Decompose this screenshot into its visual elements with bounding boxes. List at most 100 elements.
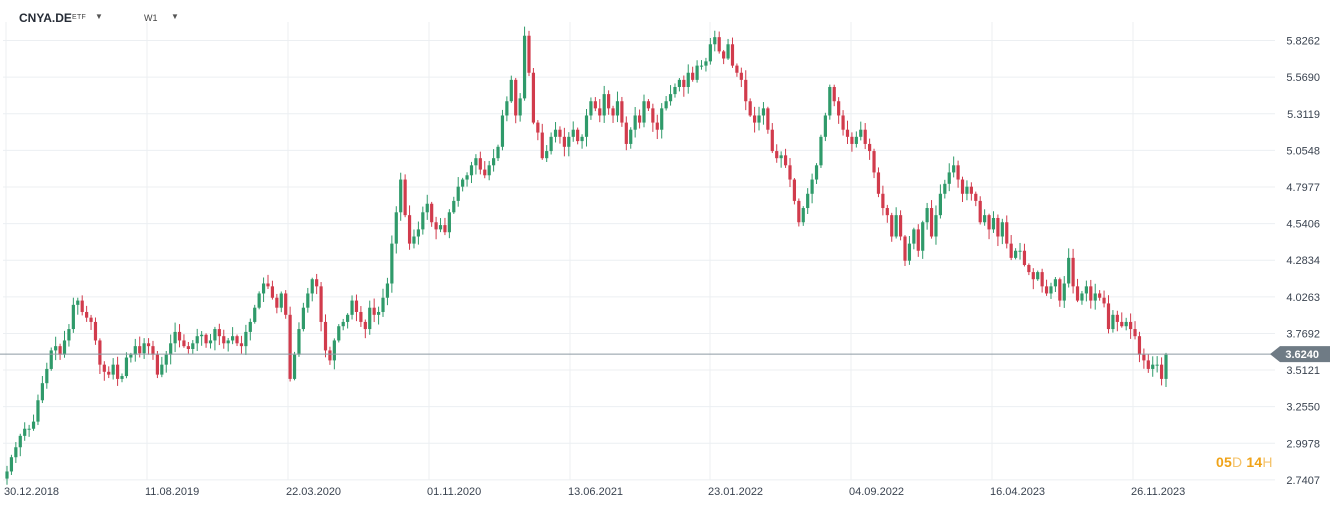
candle — [558, 126, 562, 144]
candle-body — [965, 186, 969, 194]
candle — [540, 123, 544, 160]
candle — [1036, 270, 1040, 281]
candle — [819, 134, 823, 168]
timeframe-label[interactable]: W1 — [144, 13, 158, 23]
candle-body — [337, 326, 341, 341]
candle — [876, 167, 881, 198]
candle-body — [399, 179, 403, 213]
candle — [67, 324, 71, 347]
candle-body — [54, 346, 58, 351]
candle — [536, 120, 540, 141]
candle-body — [372, 307, 376, 315]
candle — [62, 330, 67, 358]
candle — [80, 295, 84, 316]
candle-body — [1071, 257, 1075, 287]
candle — [1005, 215, 1009, 249]
candle-body — [1049, 286, 1053, 294]
symbol-label[interactable]: CNYA.DE — [19, 11, 72, 25]
candle — [673, 83, 677, 98]
candle — [691, 66, 695, 82]
candle — [868, 138, 872, 160]
candle-body — [368, 307, 372, 330]
candle-body — [226, 340, 230, 344]
candle — [1080, 290, 1084, 305]
candle-body — [673, 86, 677, 95]
candle-body — [111, 364, 115, 375]
symbol-type-label: ETF — [72, 14, 87, 21]
candle-body — [27, 428, 31, 430]
candle-body — [863, 129, 867, 144]
timeframe-dropdown-icon[interactable]: ▼ — [171, 12, 179, 21]
x-tick-label: 04.09.2022 — [849, 486, 904, 498]
candle-body — [960, 179, 965, 194]
candle-body — [1040, 272, 1044, 287]
candle — [399, 172, 403, 221]
candle-body — [660, 108, 664, 130]
candle-body — [71, 304, 75, 330]
candle-body — [425, 203, 429, 213]
candle — [646, 99, 651, 111]
candle-body — [403, 179, 407, 216]
candle — [717, 31, 721, 54]
candle-body — [76, 300, 80, 305]
candle-body — [492, 158, 496, 166]
candle-body — [107, 371, 111, 375]
candle — [916, 224, 920, 257]
candle-body — [938, 193, 942, 216]
candle — [492, 149, 496, 172]
candle-body — [222, 336, 226, 344]
candle-body — [637, 115, 642, 123]
candle-body — [682, 79, 686, 87]
candle — [969, 182, 973, 201]
candle-body — [346, 314, 350, 322]
candle-body — [1142, 354, 1146, 361]
candle — [496, 144, 500, 162]
candle-body — [474, 158, 478, 166]
candle-body — [253, 307, 257, 322]
candle — [668, 85, 673, 106]
symbol-dropdown-icon[interactable]: ▼ — [95, 12, 103, 21]
candle — [580, 134, 584, 149]
candle — [1159, 357, 1164, 386]
candle-body — [1013, 250, 1018, 258]
candle-body — [350, 300, 354, 315]
candle — [89, 314, 93, 330]
candle — [98, 338, 102, 374]
candle — [1124, 317, 1128, 331]
candle-body — [31, 421, 36, 429]
candle — [863, 123, 867, 150]
candle-body — [518, 98, 522, 116]
candle-body — [929, 208, 934, 237]
candle — [987, 213, 991, 240]
candle-body — [1155, 364, 1159, 366]
candle-body — [235, 336, 239, 344]
candle — [713, 30, 717, 52]
candle-body — [407, 215, 412, 244]
candle-body — [1022, 250, 1027, 265]
candle-body — [169, 343, 173, 355]
candle — [921, 220, 925, 259]
candle-body — [146, 343, 151, 347]
candle-body — [115, 364, 120, 379]
candle-body — [257, 293, 261, 308]
x-tick-label: 13.06.2021 — [568, 486, 623, 498]
candle — [483, 161, 487, 179]
candle-body — [934, 215, 938, 237]
y-tick-label: 5.5690 — [1286, 72, 1320, 84]
candle-body — [620, 101, 624, 123]
candle-body — [1124, 321, 1128, 327]
candle — [31, 414, 36, 431]
candle — [341, 318, 345, 331]
candle — [319, 282, 323, 332]
candle — [226, 337, 230, 352]
candle — [708, 37, 712, 65]
candle-body — [854, 136, 858, 144]
candle — [770, 123, 774, 154]
candle — [208, 334, 213, 349]
candle — [664, 96, 668, 111]
candle-body — [1129, 321, 1133, 330]
candle-body — [514, 79, 518, 116]
candle — [593, 97, 597, 112]
candle-body — [1093, 293, 1097, 301]
